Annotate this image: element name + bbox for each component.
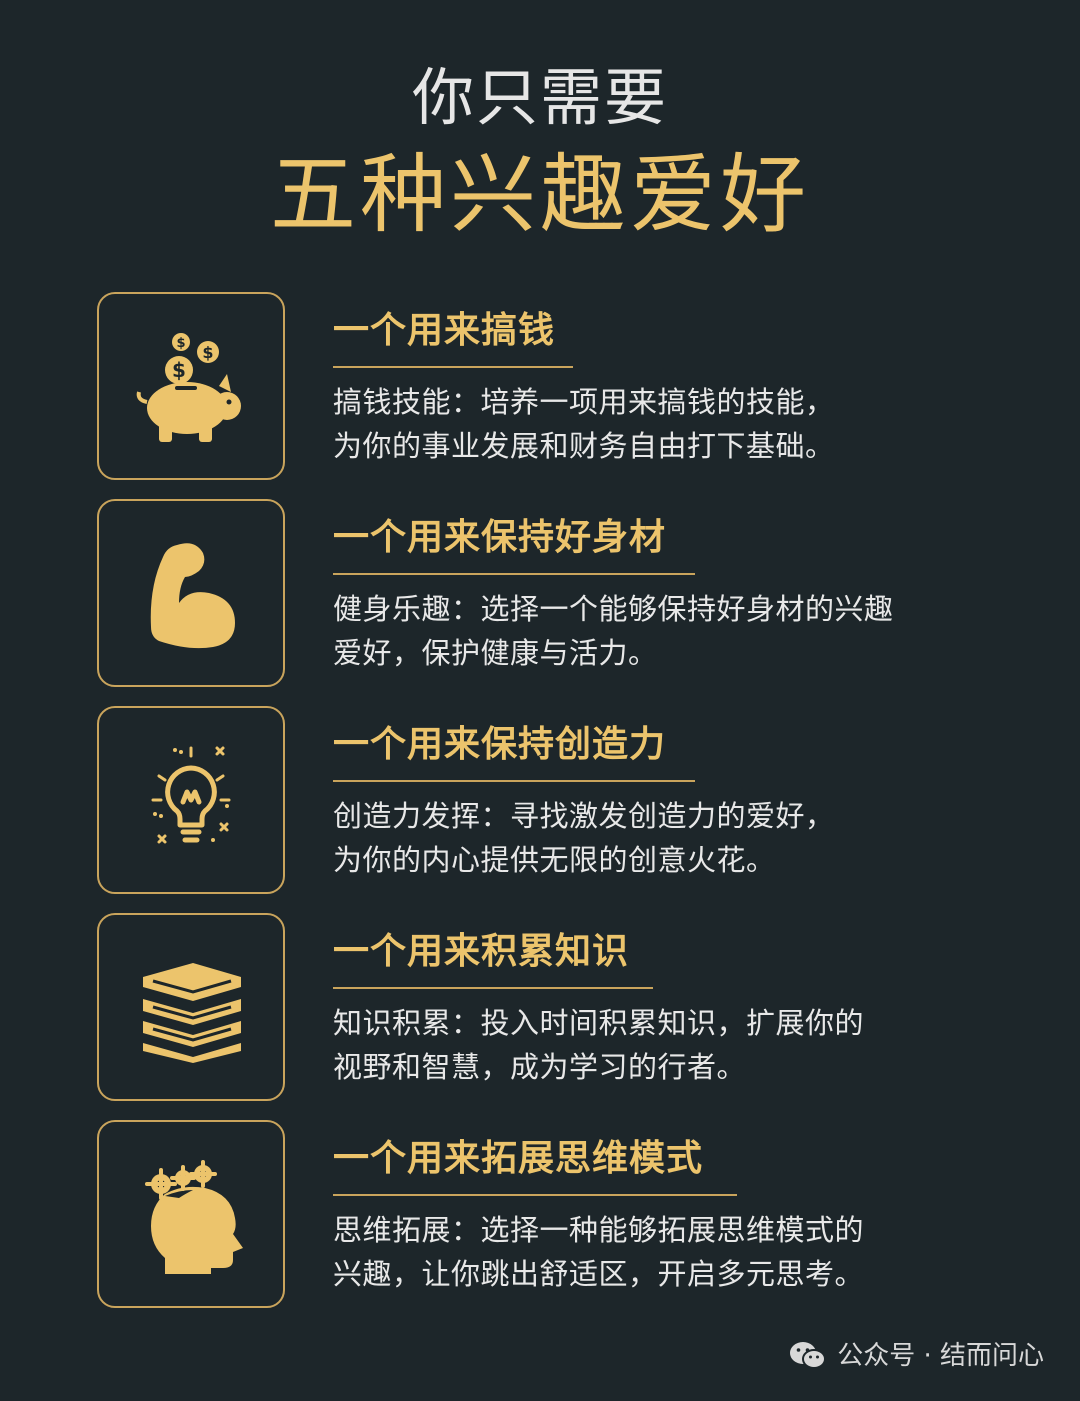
wechat-icon [790,1342,827,1369]
item-heading: 一个用来积累知识 [333,931,630,972]
description-line: 健身乐趣：选择一个能够保持好身材的兴趣 [333,592,894,626]
item-description: 创造力发挥：寻找激发创造力的爱好， 为你的内心提供无限的创意火花。 [333,794,993,882]
description-line: 知识积累：投入时间积累知识，扩展你的 [333,1006,865,1040]
item-description: 健身乐趣：选择一个能够保持好身材的兴趣 爱好，保护健康与活力。 [333,587,993,675]
hobby-item-fitness: 一个用来保持好身材 健身乐趣：选择一个能够保持好身材的兴趣 爱好，保护健康与活力… [97,499,997,691]
item-heading: 一个用来保持好身材 [333,517,667,558]
icon-frame [97,499,285,687]
heading-underline [333,366,573,368]
icon-frame [97,1120,285,1308]
head-gears-icon [145,1160,243,1274]
heading-underline [333,573,695,575]
heading-underline [333,987,653,989]
hobby-item-thinking: 一个用来拓展思维模式 思维拓展：选择一种能够拓展思维模式的 兴趣，让你跳出舒适区… [97,1120,997,1312]
watermark-text: 公众号 · 结而问心 [837,1341,1044,1371]
item-description: 搞钱技能：培养一项用来搞钱的技能， 为你的事业发展和财务自由打下基础。 [333,380,993,468]
heading-underline [333,1194,737,1196]
description-line: 兴趣，让你跳出舒适区，开启多元思考。 [333,1257,865,1291]
description-line: 搞钱技能：培养一项用来搞钱的技能， [333,385,835,419]
lightbulb-icon [151,746,231,844]
description-line: 为你的事业发展和财务自由打下基础。 [333,429,835,463]
wechat-watermark: 公众号 · 结而问心 [789,1336,1044,1376]
poster-subtitle: 你只需要 [411,61,668,134]
hobby-item-creativity: 一个用来保持创造力 创造力发挥：寻找激发创造力的爱好， 为你的内心提供无限的创意… [97,706,997,898]
description-line: 视野和智慧，成为学习的行者。 [333,1050,747,1084]
poster-title: 五种兴趣爱好 [270,145,810,245]
item-heading: 一个用来搞钱 [333,310,556,351]
description-line: 为你的内心提供无限的创意火花。 [333,843,776,877]
hobby-item-money: $ $ $ 一个用来搞钱 搞钱技能：培养一项用来搞钱的技能， 为你的事业发展和财… [97,292,997,484]
description-line: 创造力发挥：寻找激发创造力的爱好， [333,799,835,833]
item-heading: 一个用来拓展思维模式 [333,1138,704,1179]
heading-underline [333,780,695,782]
flexed-arm-icon [150,543,235,649]
piggy-bank-icon: $ $ $ [136,333,241,442]
hobby-item-knowledge: 一个用来积累知识 知识积累：投入时间积累知识，扩展你的 视野和智慧，成为学习的行… [97,913,997,1105]
description-line: 爱好，保护健康与活力。 [333,636,658,670]
icon-frame [97,706,285,894]
item-description: 思维拓展：选择一种能够拓展思维模式的 兴趣，让你跳出舒适区，开启多元思考。 [333,1208,993,1296]
item-description: 知识积累：投入时间积累知识，扩展你的 视野和智慧，成为学习的行者。 [333,1001,993,1089]
svg-text:$: $ [202,343,213,362]
description-line: 思维拓展：选择一种能够拓展思维模式的 [333,1213,865,1247]
icon-frame: $ $ $ [97,292,285,480]
item-heading: 一个用来保持创造力 [333,724,667,765]
svg-text:$: $ [176,336,185,351]
books-stack-icon [143,963,241,1063]
svg-text:$: $ [172,358,186,382]
icon-frame [97,913,285,1101]
